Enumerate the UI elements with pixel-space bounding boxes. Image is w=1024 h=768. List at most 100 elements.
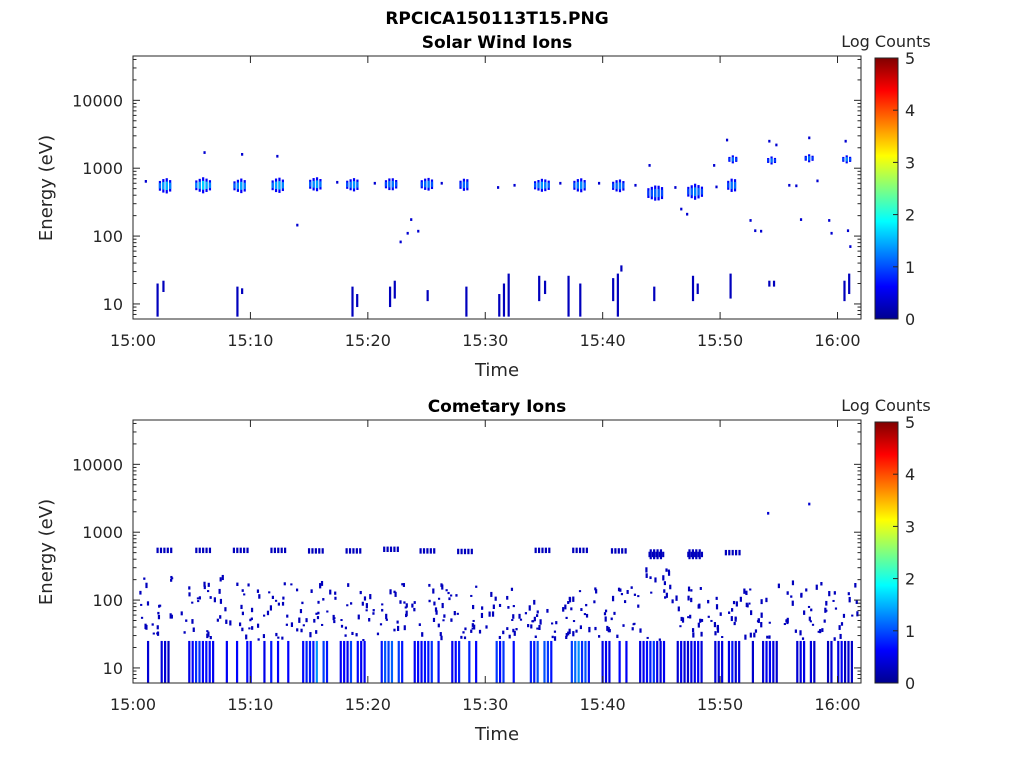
- ion-speck: [715, 185, 718, 189]
- ion-streak: [507, 273, 510, 317]
- cometary-speck: [243, 593, 246, 596]
- cometary-speck: [450, 618, 453, 622]
- cometary-band: [658, 551, 661, 558]
- ion-cluster-core: [459, 182, 462, 188]
- ion-streak: [156, 283, 159, 317]
- ion-cluster-core: [427, 180, 430, 188]
- panel2-colorbar-gradient: [874, 421, 899, 684]
- cometary-speck: [632, 623, 635, 626]
- ion-cluster-core: [770, 158, 773, 163]
- cometary-speck: [340, 619, 343, 622]
- cometary-speck: [608, 628, 611, 633]
- x-tick-label: 15:10: [227, 331, 273, 350]
- cometary-speck: [372, 609, 375, 612]
- cometary-speck: [478, 629, 482, 634]
- cometary-burst: [308, 640, 312, 683]
- cometary-speck: [572, 620, 576, 623]
- cometary-band: [651, 551, 655, 558]
- cometary-band: [345, 548, 348, 554]
- cometary-speck: [320, 580, 324, 586]
- panel1-axes-box: [132, 55, 862, 320]
- ion-speck: [754, 229, 757, 233]
- cometary-speck: [728, 611, 731, 614]
- cometary-burst: [577, 640, 580, 683]
- cometary-speck: [347, 583, 350, 587]
- cometary-burst: [529, 640, 532, 683]
- cometary-speck: [238, 622, 242, 627]
- ion-cluster-core: [773, 159, 777, 162]
- panel1-title: Solar Wind Ions: [422, 33, 573, 53]
- ion-speck: [849, 245, 852, 248]
- cometary-speck: [786, 591, 789, 595]
- cometary-speck: [394, 591, 397, 597]
- panel2-x-ticks: 15:00 15:10 15:20 15:30 15:40 15:50 16:00: [110, 420, 861, 714]
- cometary-speck: [622, 624, 625, 627]
- cometary-burst: [799, 640, 802, 683]
- ion-cluster-core: [420, 182, 423, 187]
- cometary-speck: [432, 617, 436, 622]
- cometary-band: [614, 548, 617, 554]
- cometary-speck: [630, 586, 633, 589]
- ion-cluster-core: [849, 157, 852, 161]
- cometary-band: [163, 547, 166, 554]
- panel2-colorbar-label: Log Counts: [841, 396, 931, 415]
- cometary-speck: [281, 601, 285, 606]
- ion-cluster-core: [690, 188, 693, 196]
- cometary-burst: [652, 640, 655, 683]
- cometary-speck: [794, 629, 797, 633]
- cometary-speck: [637, 604, 640, 608]
- cometary-speck: [396, 620, 399, 624]
- cometary-speck: [786, 617, 789, 623]
- cometary-speck: [551, 635, 554, 639]
- cometary-speck: [713, 622, 717, 628]
- cometary-band: [688, 549, 691, 560]
- cometary-speck: [207, 631, 210, 637]
- cometary-burst: [570, 640, 573, 683]
- cometary-speck: [658, 638, 661, 641]
- cometary-speck: [216, 618, 219, 622]
- cometary-speck: [296, 628, 299, 632]
- ion-streak: [356, 294, 359, 308]
- cometary-burst: [772, 640, 775, 683]
- cometary-speck: [535, 614, 539, 617]
- cometary-band: [348, 548, 352, 554]
- ion-streak: [843, 280, 846, 302]
- ion-cluster-core: [356, 181, 359, 188]
- cometary-speck: [785, 619, 788, 623]
- cometary-speck: [692, 632, 695, 638]
- cometary-speck: [298, 617, 301, 623]
- cometary-speck: [616, 634, 619, 639]
- cometary-speck: [707, 599, 710, 604]
- ion-speck: [808, 136, 811, 140]
- cometary-speck: [282, 596, 285, 600]
- cometary-speck: [241, 611, 244, 616]
- cometary-speck: [453, 611, 456, 616]
- cometary-burst: [502, 640, 505, 683]
- cometary-band: [321, 548, 324, 554]
- ion-cluster-core: [657, 189, 660, 198]
- cometary-speck: [443, 614, 446, 618]
- cometary-speck: [170, 575, 173, 579]
- cometary-band: [166, 547, 169, 554]
- ion-streak: [696, 283, 699, 295]
- cometary-speck: [350, 602, 353, 605]
- cometary-speck: [299, 609, 303, 614]
- cometary-speck: [623, 600, 627, 604]
- ion-speck: [830, 231, 833, 235]
- cometary-speck: [567, 631, 570, 636]
- cometary-burst: [302, 640, 305, 683]
- cometary-burst: [714, 640, 717, 683]
- cometary-speck: [667, 570, 671, 576]
- cometary-speck: [733, 621, 736, 626]
- ion-cluster-core: [158, 183, 162, 189]
- cometary-speck: [533, 599, 536, 605]
- cometary-speck: [690, 589, 693, 592]
- cometary-band: [419, 548, 422, 554]
- cometary-burst: [680, 640, 683, 683]
- cometary-speck: [570, 607, 573, 611]
- cometary-speck: [697, 604, 700, 609]
- ion-speck: [680, 207, 683, 211]
- cometary-speck: [568, 596, 571, 601]
- cometary-band: [311, 548, 314, 554]
